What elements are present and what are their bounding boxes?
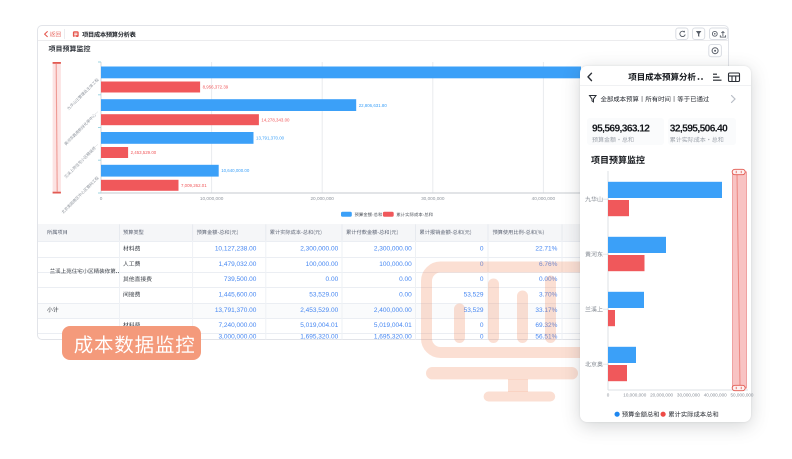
svg-text:40,000,000: 40,000,000 xyxy=(704,392,727,397)
svg-text:2,300,000.00: 2,300,000.00 xyxy=(300,246,338,253)
svg-text:53,529: 53,529 xyxy=(464,292,484,299)
svg-text:2,453,529.00: 2,453,529.00 xyxy=(131,150,157,155)
svg-text:100,000.00: 100,000.00 xyxy=(379,261,412,268)
svg-text:0: 0 xyxy=(480,276,484,283)
svg-text:2,300,000.00: 2,300,000.00 xyxy=(374,246,412,253)
svg-text:33.17%: 33.17% xyxy=(535,307,557,314)
svg-text:13,791,370.00: 13,791,370.00 xyxy=(256,136,285,141)
svg-text:0: 0 xyxy=(480,261,484,268)
svg-text:53,529: 53,529 xyxy=(464,307,484,314)
svg-text:0: 0 xyxy=(480,334,484,341)
svg-text:0.00%: 0.00% xyxy=(539,276,558,283)
svg-text:20,000,000: 20,000,000 xyxy=(650,392,673,397)
svg-text:1,695,320.00: 1,695,320.00 xyxy=(374,334,412,341)
svg-text:20,000,000: 20,000,000 xyxy=(310,196,334,201)
svg-text:7,009,262.01: 7,009,262.01 xyxy=(181,183,207,188)
svg-text:22.71%: 22.71% xyxy=(535,246,557,253)
svg-text:2,400,000.00: 2,400,000.00 xyxy=(374,307,412,314)
svg-text:2,453,529.00: 2,453,529.00 xyxy=(300,307,338,314)
svg-text:13,791,370.00: 13,791,370.00 xyxy=(215,307,257,314)
svg-text:40,000,000: 40,000,000 xyxy=(532,196,556,201)
svg-text:10,000,000: 10,000,000 xyxy=(200,196,224,201)
svg-text:22,806,631.80: 22,806,631.80 xyxy=(359,103,388,108)
svg-text:0: 0 xyxy=(480,246,484,253)
svg-text:0.00: 0.00 xyxy=(326,276,339,283)
svg-text:10,000,000: 10,000,000 xyxy=(623,392,646,397)
svg-text:10,640,000.00: 10,640,000.00 xyxy=(221,168,250,173)
svg-text:95,569,363.12: 95,569,363.12 xyxy=(592,123,650,134)
svg-text:30,000,000: 30,000,000 xyxy=(421,196,445,201)
svg-text:5,019,004.01: 5,019,004.01 xyxy=(300,322,338,329)
svg-text:0.00: 0.00 xyxy=(399,276,412,283)
svg-text:8,956,372.39: 8,956,372.39 xyxy=(203,85,229,90)
svg-text:5,019,004.01: 5,019,004.01 xyxy=(374,322,412,329)
svg-text:6.76%: 6.76% xyxy=(539,261,558,268)
svg-text:30,000,000: 30,000,000 xyxy=(677,392,700,397)
svg-text:100,000.00: 100,000.00 xyxy=(306,261,339,268)
svg-text:0.00: 0.00 xyxy=(399,292,412,299)
svg-text:14,278,343.00: 14,278,343.00 xyxy=(261,118,290,123)
svg-text:69.32%: 69.32% xyxy=(535,322,557,329)
svg-text:1,695,320.00: 1,695,320.00 xyxy=(300,334,338,341)
svg-text:0: 0 xyxy=(100,196,103,201)
svg-text:50,000,000: 50,000,000 xyxy=(731,392,754,397)
svg-text:32,595,506.40: 32,595,506.40 xyxy=(670,123,728,134)
svg-text:0: 0 xyxy=(480,322,484,329)
svg-text:53,529.00: 53,529.00 xyxy=(309,292,338,299)
svg-text:3,000,000.00: 3,000,000.00 xyxy=(218,334,256,341)
svg-text:10,127,238.00: 10,127,238.00 xyxy=(215,246,257,253)
svg-text:7,240,000.00: 7,240,000.00 xyxy=(218,322,256,329)
svg-text:56.51%: 56.51% xyxy=(535,334,557,341)
svg-text:739,500.00: 739,500.00 xyxy=(224,276,257,283)
svg-text:1,445,600.00: 1,445,600.00 xyxy=(218,292,256,299)
svg-text:1,479,032.00: 1,479,032.00 xyxy=(218,261,256,268)
svg-text:3.70%: 3.70% xyxy=(539,292,558,299)
svg-text:0: 0 xyxy=(607,392,610,397)
